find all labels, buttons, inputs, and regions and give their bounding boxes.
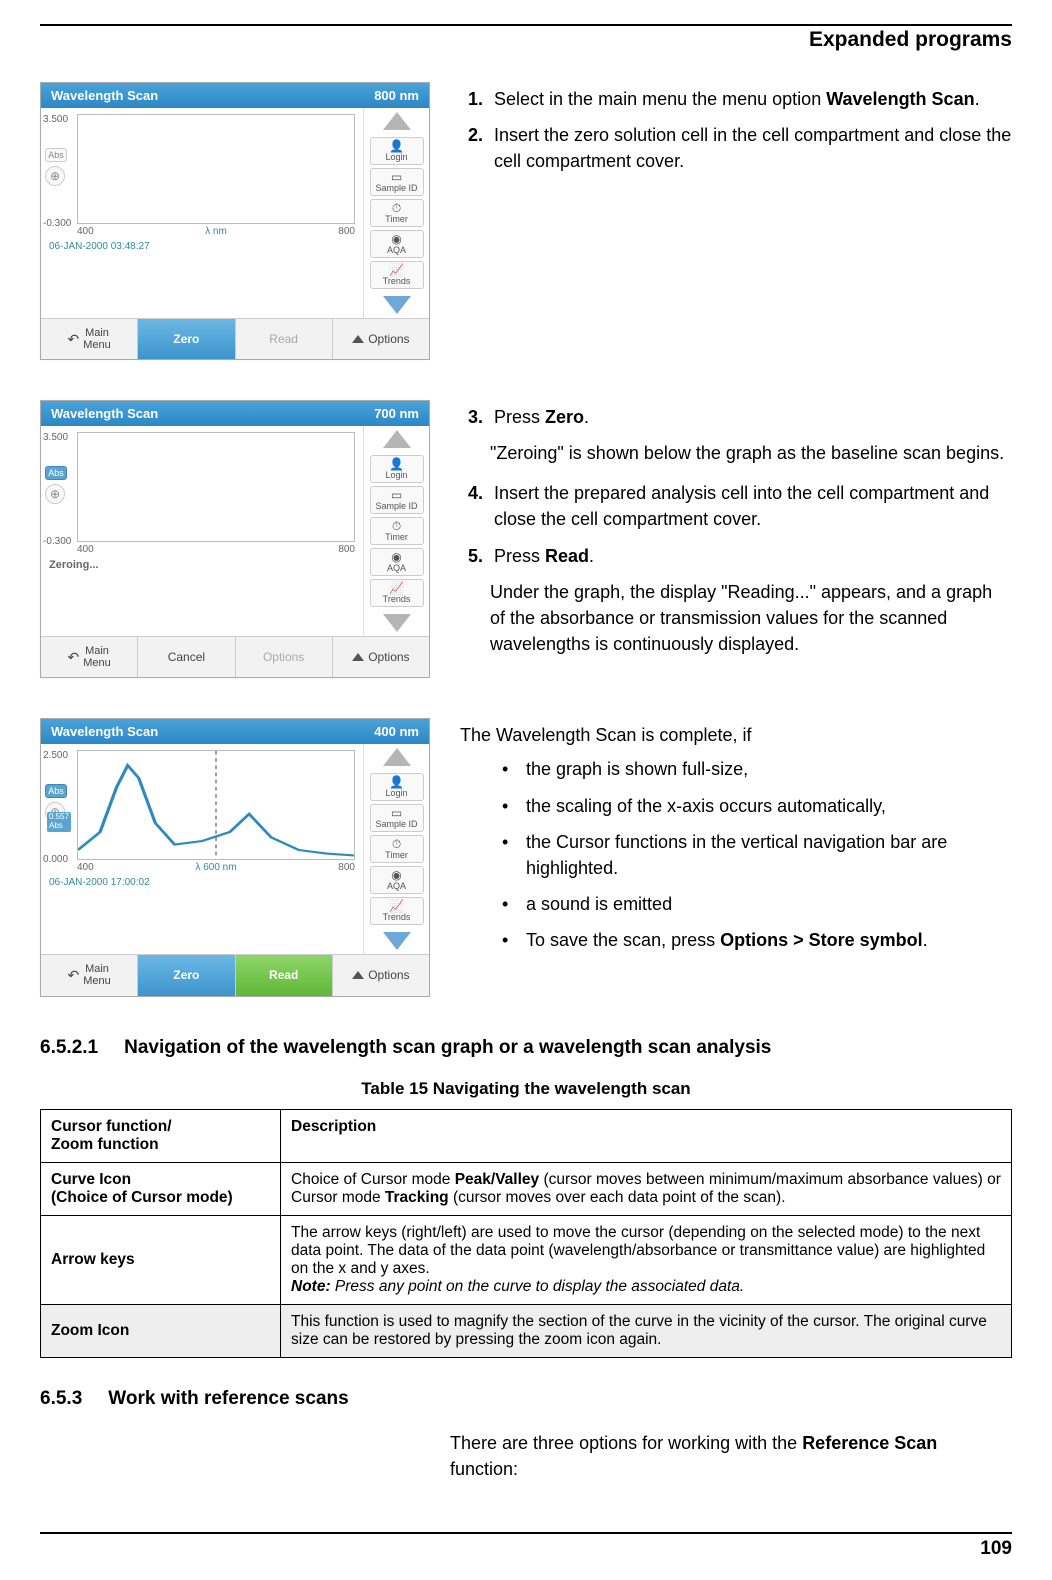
abs-badge[interactable]: Abs [45, 148, 67, 162]
screenshot-1: Wavelength Scan 800 nm Abs ⊕ 3.500 -0.300 400 λ… [40, 82, 430, 360]
table-row-desc: Choice of Cursor mode Peak/Valley (curso… [281, 1162, 1012, 1215]
footer-button-2[interactable]: Zero [138, 955, 235, 995]
options-button[interactable]: Options [333, 319, 429, 359]
main-menu-button[interactable]: ↶Main Menu [41, 319, 138, 359]
complete-bullets: the graph is shown full-size, the scaling… [460, 756, 1012, 953]
reference-scan-text: There are three options for working with… [450, 1430, 1010, 1482]
status-text: Zeroing... [49, 559, 355, 571]
screen-title-right: 700 nm [374, 406, 419, 421]
y-bot: 0.000 [43, 854, 68, 865]
step-2: Insert the zero solution cell in the cel… [488, 122, 1012, 174]
y-top: 3.500 [43, 432, 68, 443]
complete-bullet: the scaling of the x-axis occurs automat… [502, 793, 1012, 819]
side-button[interactable]: 👤Login [370, 137, 424, 165]
main-menu-button[interactable]: ↶Main Menu [41, 955, 138, 995]
side-button[interactable]: ⏱Timer [370, 199, 424, 227]
table15: Cursor function/Zoom function Descriptio… [40, 1109, 1012, 1358]
complete-bullet: the Cursor functions in the vertical nav… [502, 829, 1012, 881]
screen-title-right: 800 nm [374, 88, 419, 103]
step-5-sub: Under the graph, the display "Reading...… [490, 579, 1012, 657]
page-header: Expanded programs [40, 28, 1012, 52]
step-3: Press Zero. [488, 404, 1012, 430]
y-top: 2.500 [43, 750, 68, 761]
zoom-icon[interactable]: ⊕ [45, 166, 65, 186]
side-button[interactable]: 📈Trends [370, 579, 424, 607]
x-right: 800 [338, 862, 355, 873]
timestamp: 06-JAN-2000 17:00:02 [49, 877, 355, 888]
step-3-sub: "Zeroing" is shown below the graph as th… [490, 440, 1012, 466]
timestamp: 06-JAN-2000 03:48:27 [49, 241, 355, 252]
complete-bullet: To save the scan, press Options > Store … [502, 927, 1012, 953]
complete-lead: The Wavelength Scan is complete, if [460, 722, 1012, 748]
step-4: Insert the prepared analysis cell into t… [488, 480, 1012, 532]
abs-badge[interactable]: Abs [45, 784, 67, 798]
side-button[interactable]: ▭Sample ID [370, 168, 424, 196]
side-button[interactable]: ▭Sample ID [370, 804, 424, 832]
y-bot: -0.300 [43, 218, 71, 229]
step-5: Press Read. [488, 543, 1012, 569]
x-right: 800 [338, 544, 355, 555]
section-653-heading: 6.5.3Work with reference scans [40, 1388, 1012, 1410]
arrow-up-icon[interactable] [383, 112, 411, 130]
footer-button-2[interactable]: Cancel [138, 637, 235, 677]
arrow-down-icon[interactable] [383, 614, 411, 632]
side-button[interactable]: ◉AQA [370, 230, 424, 258]
x-center: λ nm [205, 226, 227, 237]
screen-title-right: 400 nm [374, 724, 419, 739]
arrow-down-icon[interactable] [383, 932, 411, 950]
screenshot-3: Wavelength Scan400 nmAbs0.557 Abs⊕2.5000… [40, 718, 430, 996]
chart-area[interactable] [77, 114, 355, 224]
screen-title: Wavelength Scan [51, 724, 158, 739]
side-button[interactable]: 📈Trends [370, 897, 424, 925]
table15-caption: Table 15 Navigating the wavelength scan [40, 1079, 1012, 1099]
screen-title: Wavelength Scan [51, 406, 158, 421]
screen-title: Wavelength Scan [51, 88, 158, 103]
arrow-down-icon[interactable] [383, 296, 411, 314]
table15-h2: Description [281, 1109, 1012, 1162]
read-button[interactable]: Read [236, 955, 333, 995]
side-button[interactable]: ◉AQA [370, 548, 424, 576]
page-number: 109 [40, 1538, 1012, 1560]
complete-bullet: the graph is shown full-size, [502, 756, 1012, 782]
main-menu-button[interactable]: ↶Main Menu [41, 637, 138, 677]
table-row-func: Arrow keys [41, 1215, 281, 1304]
step-1: Select in the main menu the menu option … [488, 86, 1012, 112]
read-button[interactable]: Read [236, 319, 333, 359]
table15-h1: Cursor function/Zoom function [41, 1109, 281, 1162]
side-button[interactable]: 👤Login [370, 773, 424, 801]
x-left: 400 [77, 862, 94, 873]
x-center: λ 600 nm [195, 862, 236, 873]
options-button[interactable]: Options [333, 955, 429, 995]
side-button[interactable]: ▭Sample ID [370, 486, 424, 514]
chart-area[interactable] [77, 750, 355, 860]
x-left: 400 [77, 544, 94, 555]
zoom-icon[interactable]: ⊕ [45, 484, 65, 504]
side-button[interactable]: 👤Login [370, 455, 424, 483]
x-right: 800 [338, 226, 355, 237]
abs-badge[interactable]: Abs [45, 466, 67, 480]
side-button[interactable]: 📈Trends [370, 261, 424, 289]
screenshot-2: Wavelength Scan 700 nm Abs ⊕ 3.500 -0.300 400 8… [40, 400, 430, 678]
footer-blank: Options [236, 637, 333, 677]
table-row-desc: This function is used to magnify the sec… [281, 1304, 1012, 1357]
section-6521-heading: 6.5.2.1Navigation of the wavelength scan… [40, 1037, 1012, 1059]
table-row-func: Curve Icon(Choice of Cursor mode) [41, 1162, 281, 1215]
table-row-func: Zoom Icon [41, 1304, 281, 1357]
side-button[interactable]: ⏱Timer [370, 835, 424, 863]
y-top: 3.500 [43, 114, 68, 125]
complete-bullet: a sound is emitted [502, 891, 1012, 917]
y-bot: -0.300 [43, 536, 71, 547]
options-button[interactable]: Options [333, 637, 429, 677]
footer-button-2[interactable]: Zero [138, 319, 235, 359]
side-button[interactable]: ⏱Timer [370, 517, 424, 545]
arrow-up-icon[interactable] [383, 430, 411, 448]
table-row-desc: The arrow keys (right/left) are used to … [281, 1215, 1012, 1304]
chart-area[interactable] [77, 432, 355, 542]
side-button[interactable]: ◉AQA [370, 866, 424, 894]
arrow-up-icon[interactable] [383, 748, 411, 766]
x-left: 400 [77, 226, 94, 237]
